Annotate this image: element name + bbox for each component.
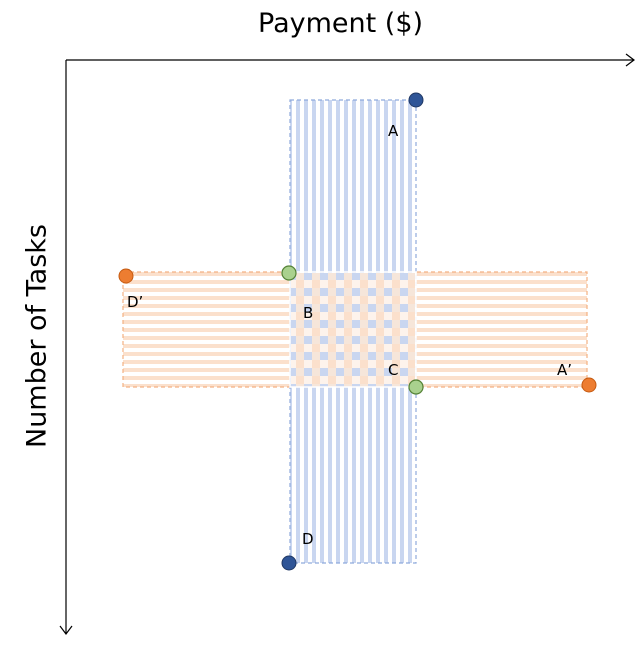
label-d: D: [302, 530, 314, 548]
x-axis-title: Payment ($): [258, 8, 424, 39]
x-axis-arrowhead: [625, 53, 635, 67]
point-d-marker: [281, 555, 297, 571]
point-d-prime-marker: [118, 268, 134, 284]
point-b-marker: [281, 265, 297, 281]
point-a-prime-marker: [581, 377, 597, 393]
label-d-prime: D’: [127, 293, 143, 311]
label-a: A: [388, 122, 399, 140]
overlap-region: [291, 273, 415, 387]
y-axis-title: Number of Tasks: [21, 224, 53, 448]
label-c: C: [388, 361, 398, 379]
point-a-marker: [408, 92, 424, 108]
label-b: B: [303, 304, 313, 322]
label-a-prime: A’: [557, 361, 572, 379]
overlap-region-border: [289, 271, 417, 388]
y-axis-arrowhead: [59, 625, 73, 635]
point-c-marker: [408, 379, 424, 395]
